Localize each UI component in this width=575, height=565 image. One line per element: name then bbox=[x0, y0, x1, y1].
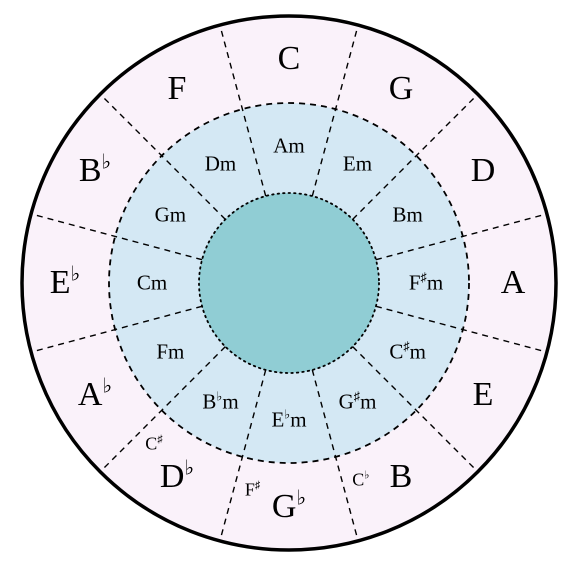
major-key-b: B bbox=[390, 458, 413, 496]
circle-svg bbox=[0, 0, 575, 565]
major-key-g: G bbox=[389, 70, 414, 108]
major-key-e: E bbox=[473, 376, 494, 414]
minor-key-g-m: Gm bbox=[155, 202, 187, 227]
enharmonic-c-flat: C♭ bbox=[352, 470, 369, 491]
major-key-d: D bbox=[471, 152, 496, 190]
minor-key-e-flat-m: E♭m bbox=[271, 408, 306, 433]
minor-key-g-sharp-m: G♯m bbox=[339, 389, 377, 414]
minor-key-f-m: Fm bbox=[156, 339, 184, 364]
enharmonic-c-sharp: C♯ bbox=[145, 433, 162, 454]
major-key-a-flat: A♭ bbox=[78, 376, 112, 414]
major-key-g-flat: G♭ bbox=[272, 488, 306, 526]
major-key-c: C bbox=[278, 40, 301, 78]
minor-key-d-m: Dm bbox=[205, 152, 237, 177]
major-key-f: F bbox=[168, 70, 187, 108]
minor-key-a-m: Am bbox=[273, 134, 305, 159]
major-key-a: A bbox=[501, 264, 526, 302]
minor-key-b-flat-m: B♭m bbox=[202, 389, 238, 414]
major-key-b-flat: B♭ bbox=[79, 152, 111, 190]
major-key-e-flat: E♭ bbox=[50, 264, 80, 302]
minor-key-e-m: Em bbox=[343, 152, 372, 177]
major-key-d-flat: D♭ bbox=[160, 458, 194, 496]
minor-key-f-sharp-m: F♯m bbox=[409, 271, 443, 296]
minor-key-c-m: Cm bbox=[137, 271, 167, 296]
enharmonic-f-sharp: F♯ bbox=[245, 479, 260, 500]
minor-key-c-sharp-m: C♯m bbox=[389, 339, 426, 364]
minor-key-b-m: Bm bbox=[392, 202, 422, 227]
circle-of-fifths: C G D A E B G♭ D♭ A♭ E♭ B♭ F Am Em Bm F♯m C♯m G♯m E♭m B♭m Fm… bbox=[0, 0, 575, 565]
